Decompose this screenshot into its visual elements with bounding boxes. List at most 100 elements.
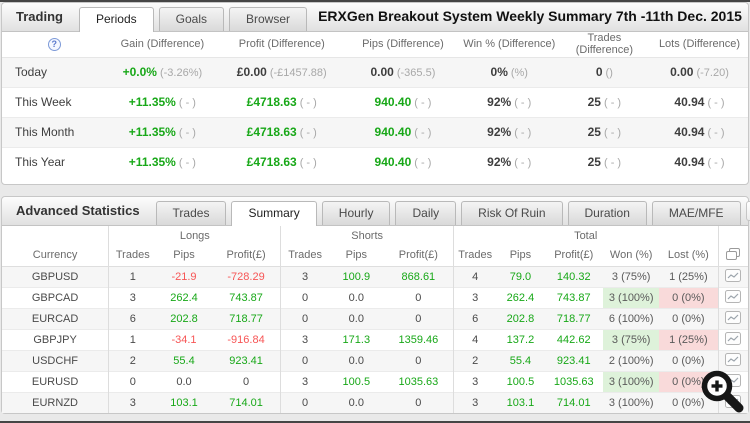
tab-periods[interactable]: Periods xyxy=(78,7,154,32)
lost-cell: 0 (0%) xyxy=(659,349,719,371)
cell-win: 92%( - ) xyxy=(460,116,558,147)
cell-trades: 25( - ) xyxy=(557,146,651,177)
cell-trades: 0() xyxy=(557,57,651,87)
col-shorts-pips: Pips xyxy=(328,245,384,267)
cell-lots: 40.94( - ) xyxy=(650,86,748,117)
currency-row-gbpusd: GBPUSD 1 -21.9 -728.29 3 100.9 868.61 4 … xyxy=(2,266,748,287)
col-longs-pips: Pips xyxy=(156,245,212,267)
cell-profit: £0.00 (-£1457.88) xyxy=(218,57,346,87)
lost-cell: 0 (0%) xyxy=(659,286,719,308)
tab-summary[interactable]: Summary xyxy=(231,201,317,226)
currency-row-eurcad: EURCAD 6 202.8 718.77 0 0.0 0 6 202.8 71… xyxy=(2,307,748,329)
cell-pips: 940.40( - ) xyxy=(345,116,461,147)
group-shorts: Shorts xyxy=(280,226,454,245)
tab-goals[interactable]: Goals xyxy=(158,7,224,31)
periods-table: ? Gain (Difference) Profit (Difference) … xyxy=(2,32,748,177)
trading-panel: Trading Periods Goals Browser ERXGen Bre… xyxy=(1,2,749,185)
col-shorts-trades: Trades xyxy=(280,245,329,267)
currency-label: USDCHF xyxy=(2,349,109,371)
tab-risk-of-ruin[interactable]: Risk Of Ruin xyxy=(461,201,563,225)
currency-label: GBPJPY xyxy=(2,328,109,350)
won-cell: 3 (75%) xyxy=(603,328,660,350)
more-button[interactable]: More xyxy=(745,201,750,221)
tab-duration[interactable]: Duration xyxy=(567,201,647,225)
col-longs-trades: Trades xyxy=(108,245,157,267)
cell-lots: 40.94( - ) xyxy=(650,116,748,147)
chart-icon[interactable] xyxy=(725,289,742,306)
col-lots: Lots (Difference) xyxy=(650,32,748,58)
col-trades: Trades (Difference) xyxy=(557,32,651,58)
col-total-profit: Profit(£) xyxy=(544,245,604,267)
cell-profit: £4718.63( - ) xyxy=(218,86,346,117)
currency-row-eurusd: EURUSD 0 0.0 0 3 100.5 1035.63 3 100.5 1… xyxy=(2,370,748,392)
group-total: Total xyxy=(452,226,719,245)
tab-mae-mfe[interactable]: MAE/MFE xyxy=(651,201,741,225)
cell-profit: £4718.63( - ) xyxy=(218,116,346,147)
cell-trades: 25( - ) xyxy=(557,116,651,147)
won-cell: 6 (100%) xyxy=(603,307,660,329)
col-total-pips: Pips xyxy=(496,245,545,267)
col-pips: Pips (Difference) xyxy=(345,32,461,58)
cell-gain: +11.35%( - ) xyxy=(106,146,219,177)
cell-gain: +0.0% (-3.26%) xyxy=(106,57,219,87)
period-label: This Year xyxy=(2,146,107,177)
period-row-year: This Year +11.35%( - ) £4718.63( - ) 940… xyxy=(2,146,748,177)
lost-cell: 1 (25%) xyxy=(659,266,719,287)
cell-lots: 40.94( - ) xyxy=(650,146,748,177)
tab-trades[interactable]: Trades xyxy=(155,201,227,225)
advanced-tabbar: Advanced Statistics Trades Summary Hourl… xyxy=(2,197,750,226)
won-cell: 3 (100%) xyxy=(603,370,660,392)
chart-icon[interactable] xyxy=(725,310,742,327)
cell-win: 92%( - ) xyxy=(460,146,558,177)
period-row-today: Today +0.0% (-3.26%) £0.00 (-£1457.88) 0.0… xyxy=(2,57,748,87)
col-longs-profit: Profit(£) xyxy=(211,245,281,267)
periods-header-row: ? Gain (Difference) Profit (Difference) … xyxy=(2,32,748,58)
cell-pips: 0.00 (-365.5) xyxy=(345,57,461,87)
group-longs: Longs xyxy=(108,226,281,245)
period-label: Today xyxy=(2,57,107,87)
col-win: Win % (Difference) xyxy=(460,32,558,58)
won-cell: 2 (100%) xyxy=(603,349,660,371)
cell-pips: 940.40( - ) xyxy=(345,86,461,117)
period-label: This Month xyxy=(2,116,107,147)
group-header-row: Longs Shorts Total xyxy=(2,226,748,245)
chart-icon[interactable] xyxy=(725,331,742,348)
col-shorts-profit: Profit(£) xyxy=(383,245,454,267)
chart-icon[interactable] xyxy=(725,268,742,285)
cell-pips: 940.40( - ) xyxy=(345,146,461,177)
trading-tabbar: Trading Periods Goals Browser ERXGen Bre… xyxy=(2,3,748,32)
col-lost: Lost (%) xyxy=(659,245,719,267)
cell-win: 0% (%) xyxy=(460,57,558,87)
tab-browser[interactable]: Browser xyxy=(229,7,308,31)
currency-row-gbpjpy: GBPJPY 1 -34.1 -916.84 3 171.3 1359.46 4… xyxy=(2,328,748,350)
print-icon[interactable] xyxy=(725,247,741,264)
advanced-statistics-panel: Advanced Statistics Trades Summary Hourl… xyxy=(1,196,750,414)
currency-label: EURCAD xyxy=(2,307,109,329)
currency-label: EURUSD xyxy=(2,370,109,392)
col-total-trades: Trades xyxy=(452,245,497,267)
lost-cell: 0 (0%) xyxy=(659,391,719,413)
help-header-cell: ? xyxy=(2,32,107,58)
trading-panel-label: Trading xyxy=(16,9,63,24)
advanced-panel-label: Advanced Statistics xyxy=(16,203,140,218)
cell-win: 92%( - ) xyxy=(460,86,558,117)
page-title: ERXGen Breakout System Weekly Summary 7t… xyxy=(318,8,742,24)
chart-icon[interactable] xyxy=(725,352,742,369)
cell-profit: £4718.63( - ) xyxy=(218,146,346,177)
won-cell: 3 (100%) xyxy=(603,286,660,308)
cell-gain: +11.35%( - ) xyxy=(106,86,219,117)
lost-cell: 1 (25%) xyxy=(659,328,719,350)
currency-label: GBPUSD xyxy=(2,266,109,287)
help-icon[interactable]: ? xyxy=(47,37,61,51)
period-row-month: This Month +11.35%( - ) £4718.63( - ) 94… xyxy=(2,116,748,147)
currency-row-gbpcad: GBPCAD 3 262.4 743.87 0 0.0 0 3 262.4 74… xyxy=(2,286,748,308)
currency-row-usdchf: USDCHF 2 55.4 923.41 0 0.0 0 2 55.4 923.… xyxy=(2,349,748,371)
col-won: Won (%) xyxy=(603,245,660,267)
col-currency: Currency xyxy=(2,245,109,267)
tab-hourly[interactable]: Hourly xyxy=(321,201,391,225)
tab-daily[interactable]: Daily xyxy=(395,201,457,225)
summary-table: Longs Shorts Total Currency Trades Pips … xyxy=(2,226,748,413)
won-cell: 3 (75%) xyxy=(603,266,660,287)
currency-row-eurnzd: EURNZD 3 103.1 714.01 0 0.0 0 3 103.1 71… xyxy=(2,391,748,413)
